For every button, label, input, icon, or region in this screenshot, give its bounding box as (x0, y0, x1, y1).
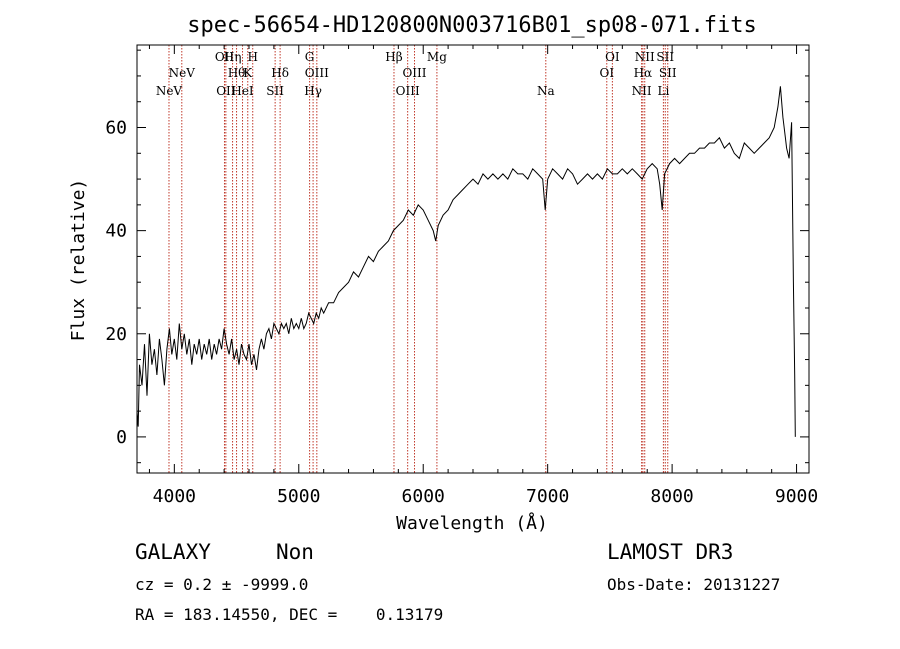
line-label-15: OIII (402, 66, 426, 80)
line-label-4: Hη (224, 50, 242, 64)
line-label-11: G (305, 50, 315, 64)
line-label-1: NeV (169, 66, 196, 80)
line-label-16: OIII (396, 84, 420, 98)
y-axis-ticks: 0 20 40 60 (105, 49, 809, 464)
plot-frame (136, 44, 810, 474)
line-label-0: NeV (156, 84, 183, 98)
line-label-24: SII (656, 50, 674, 64)
y-tick-label: 60 (105, 118, 127, 139)
line-label-17: Mg (427, 50, 447, 64)
y-axis-label: Flux (relative) (68, 179, 89, 342)
x-tick-label: 4000 (153, 486, 196, 507)
line-label-8: K (243, 66, 253, 80)
y-tick-label: 0 (116, 427, 127, 448)
x-axis-label: Wavelength (Å) (396, 512, 548, 534)
x-tick-label: 9000 (775, 486, 818, 507)
line-label-18: Na (537, 84, 555, 98)
line-label-10: SII (266, 84, 284, 98)
object-class: GALAXY (135, 540, 211, 564)
y-tick-label: 20 (105, 324, 127, 345)
line-label-7: H (247, 50, 257, 64)
line-label-5: Hθ (228, 66, 246, 80)
line-label-12: OIII (305, 66, 329, 80)
y-tick-label: 40 (105, 221, 127, 242)
line-label-3: OII (216, 84, 236, 98)
line-label-23: NII (632, 84, 652, 98)
line-label-19: OI (605, 50, 620, 64)
emission-line-markers (168, 45, 669, 473)
x-tick-label: 7000 (526, 486, 569, 507)
line-label-25: SII (659, 66, 677, 80)
x-axis-ticks: 4000 5000 6000 7000 8000 9000 (148, 45, 818, 507)
line-label-26: Li (657, 84, 669, 98)
line-label-6: HeI (231, 84, 254, 98)
line-label-2: OII (215, 50, 235, 64)
x-tick-label: 6000 (402, 486, 445, 507)
line-label-20: OI (599, 66, 614, 80)
coordinates: RA = 183.14550, DEC = 0.13179 (135, 605, 444, 624)
object-subclass: Non (276, 540, 314, 564)
line-label-9: Hδ (271, 66, 289, 80)
line-label-21: NII (635, 50, 655, 64)
line-label-14: Hβ (385, 50, 402, 64)
obs-date: Obs-Date: 20131227 (607, 575, 781, 594)
survey-name: LAMOST DR3 (607, 540, 734, 564)
line-label-22: Hα (634, 66, 653, 80)
x-tick-label: 5000 (277, 486, 320, 507)
spectrum-line (136, 86, 796, 437)
chart-title: spec-56654-HD120800N003716B01_sp08-071.f… (187, 13, 757, 38)
redshift-readout: cz = 0.2 ± -9999.0 (135, 575, 309, 594)
x-tick-label: 8000 (650, 486, 693, 507)
line-label-13: Hγ (304, 84, 322, 98)
